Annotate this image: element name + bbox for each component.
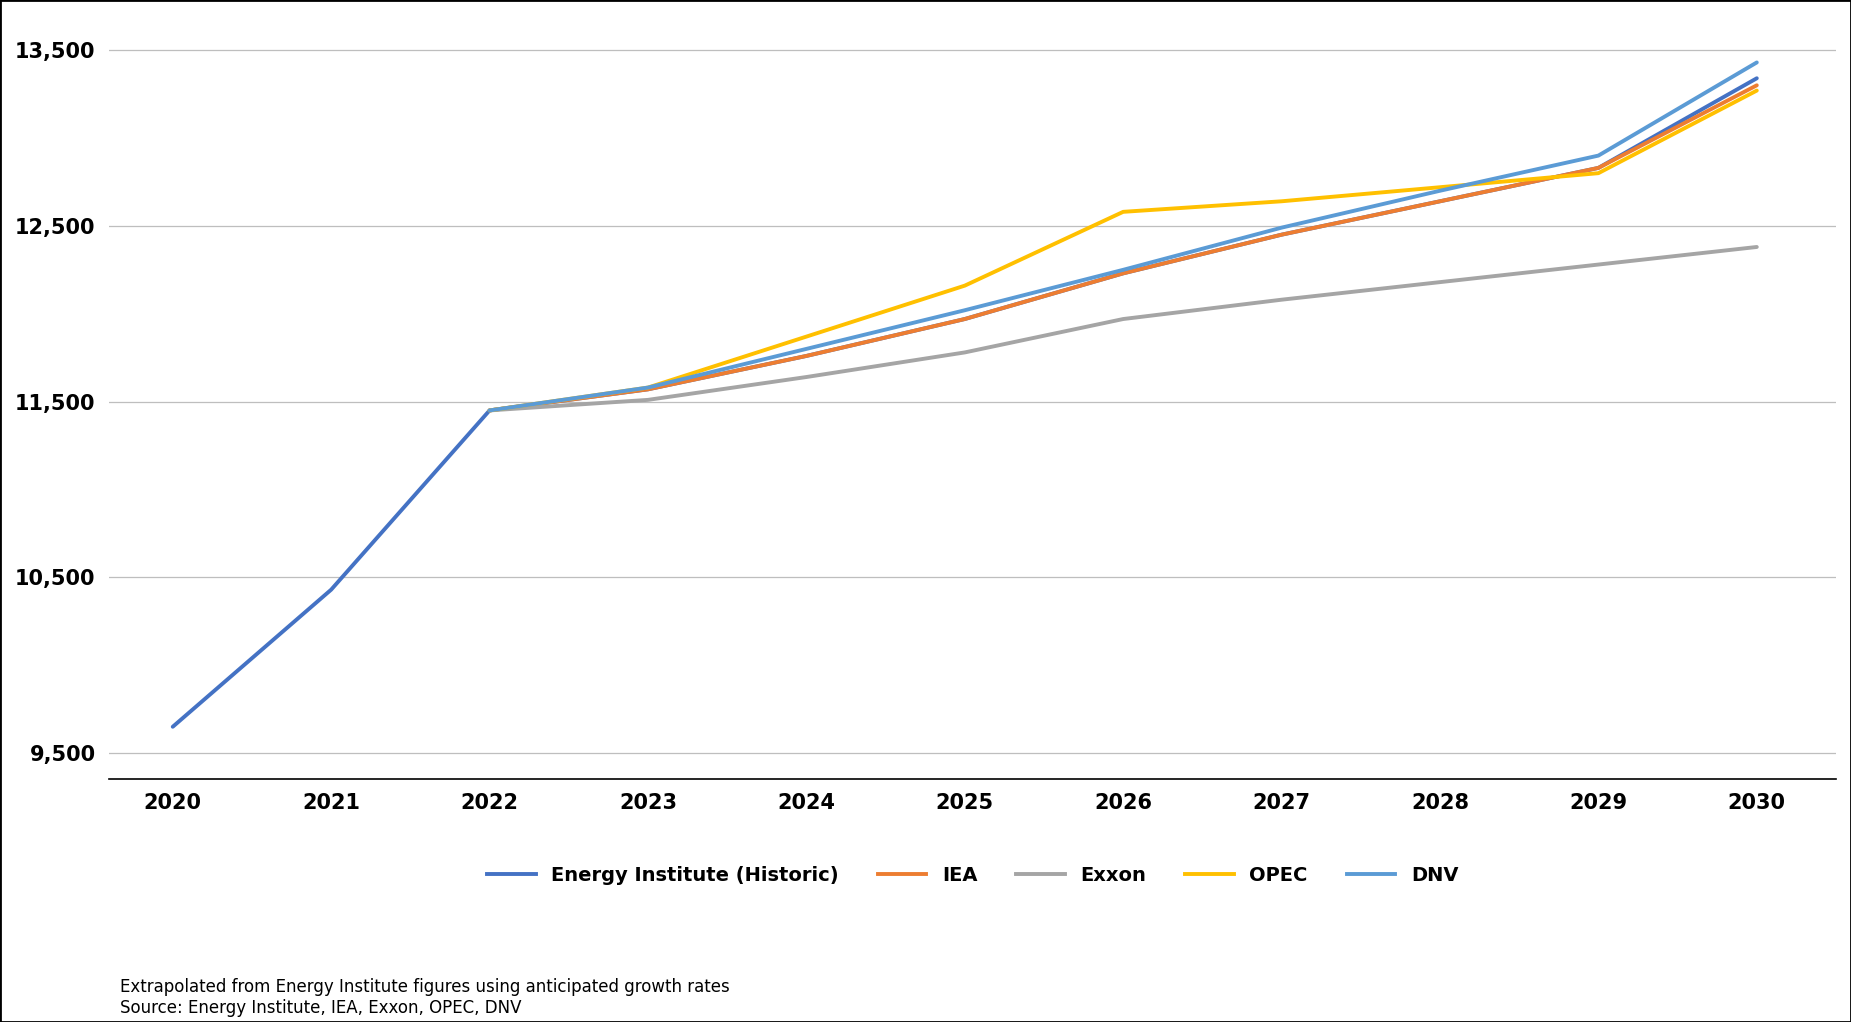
Legend: Energy Institute (Historic), IEA, Exxon, OPEC, DNV: Energy Institute (Historic), IEA, Exxon,… (479, 858, 1466, 892)
Text: Extrapolated from Energy Institute figures using anticipated growth rates
Source: Extrapolated from Energy Institute figur… (120, 978, 729, 1017)
